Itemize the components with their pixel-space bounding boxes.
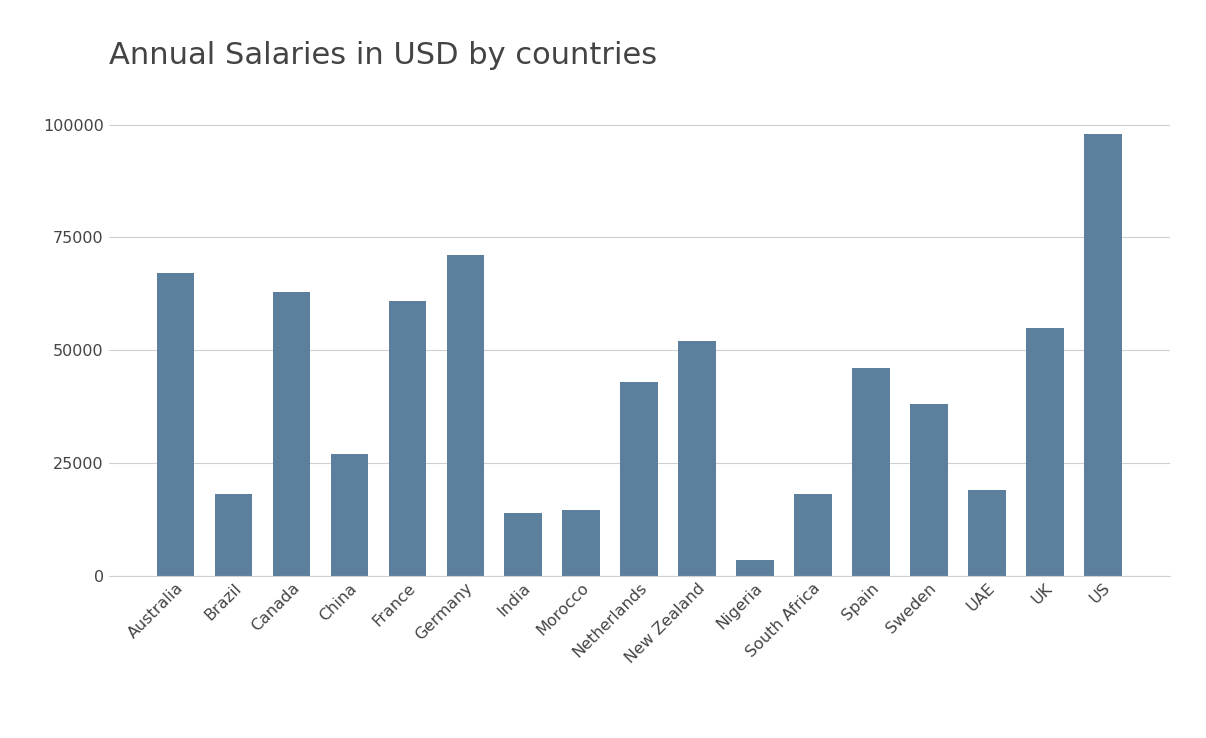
Bar bbox=[678, 341, 716, 576]
Bar bbox=[1026, 328, 1064, 576]
Bar bbox=[853, 368, 890, 576]
Bar bbox=[330, 454, 368, 576]
Bar bbox=[562, 510, 601, 576]
Bar bbox=[795, 494, 832, 576]
Text: Annual Salaries in USD by countries: Annual Salaries in USD by countries bbox=[109, 41, 656, 69]
Bar bbox=[504, 512, 543, 576]
Bar bbox=[1084, 134, 1122, 576]
Bar bbox=[620, 382, 658, 576]
Bar bbox=[968, 490, 1006, 576]
Bar bbox=[157, 274, 194, 576]
Bar bbox=[736, 560, 774, 576]
Bar bbox=[446, 255, 484, 576]
Bar bbox=[215, 494, 252, 576]
Bar bbox=[273, 292, 310, 576]
Bar bbox=[911, 404, 948, 576]
Bar bbox=[388, 300, 426, 576]
